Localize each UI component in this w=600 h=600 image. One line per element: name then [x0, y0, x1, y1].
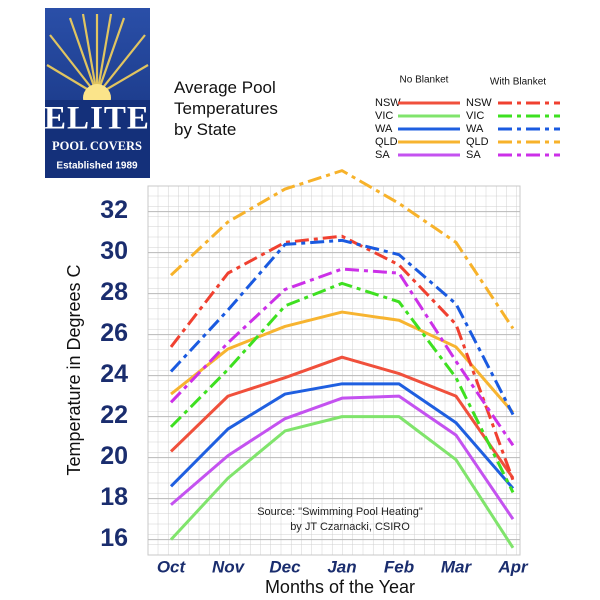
- legend-label: VIC: [375, 110, 393, 122]
- y-tick-label: 30: [100, 237, 128, 265]
- logo: ELITE POOL COVERS Established 1989: [44, 8, 150, 178]
- series-line: [169, 415, 515, 549]
- series-line: [169, 238, 515, 416]
- legend-label: QLD: [466, 136, 489, 148]
- x-tick-label: Oct: [157, 557, 187, 576]
- logo-subname: POOL COVERS: [52, 139, 142, 153]
- logo-tagline: Established 1989: [56, 161, 138, 172]
- y-tick-label: 20: [100, 442, 128, 470]
- y-tick-label: 22: [100, 401, 128, 429]
- y-tick-label: 16: [100, 524, 128, 552]
- legend-label: SA: [375, 149, 390, 161]
- series-line: [169, 382, 515, 490]
- series-line: [169, 234, 515, 481]
- legend-label: SA: [466, 149, 481, 161]
- series-line: [169, 281, 515, 494]
- legend-group-title: No Blanket: [400, 75, 449, 86]
- legend-label: NSW: [375, 97, 401, 109]
- series-line: [169, 267, 515, 447]
- series-line: [170, 310, 515, 414]
- y-axis-label: Temperature in Degrees C: [64, 264, 84, 475]
- y-tick-label: 26: [100, 319, 128, 347]
- annotation: by JT Czarnacki, CSIRO: [290, 521, 410, 533]
- x-tick-label: Jan: [327, 557, 356, 576]
- plot-grid: [147, 185, 521, 556]
- x-tick-label: Mar: [441, 557, 473, 576]
- y-tick-label: 28: [100, 278, 128, 306]
- y-tick-label: 24: [100, 360, 128, 388]
- chart-title: Average Pool Temperatures by State: [174, 78, 278, 139]
- legend-group-title: With Blanket: [490, 77, 546, 88]
- legend-label: NSW: [466, 97, 492, 109]
- legend-label: VIC: [466, 110, 484, 122]
- y-tick-label: 32: [100, 196, 128, 224]
- series-line: [170, 394, 515, 520]
- x-tick-label: Nov: [212, 557, 246, 576]
- series-line: [169, 169, 515, 330]
- logo-name: ELITE: [44, 101, 150, 137]
- y-tick-label: 18: [100, 483, 128, 511]
- x-tick-label: Apr: [497, 557, 529, 576]
- legend-label: QLD: [375, 136, 398, 148]
- x-tick-label: Dec: [269, 557, 301, 576]
- x-axis-label: Months of the Year: [265, 577, 415, 597]
- series-line: [169, 355, 515, 479]
- legend-label: WA: [466, 123, 484, 135]
- annotation: Source: "Swimming Pool Heating": [257, 506, 423, 518]
- legend-label: WA: [375, 123, 393, 135]
- x-tick-label: Feb: [384, 557, 414, 576]
